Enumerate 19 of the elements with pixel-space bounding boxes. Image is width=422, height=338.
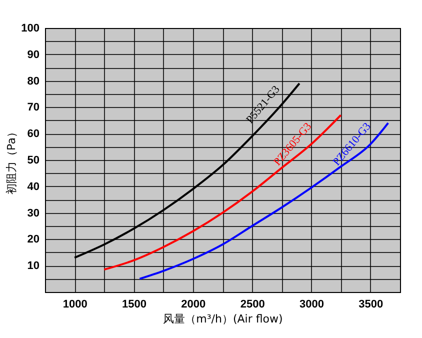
y-tick-label: 50: [27, 154, 40, 166]
x-tick-label: 1500: [122, 298, 146, 310]
y-tick-label: 30: [27, 207, 40, 220]
x-tick-label: 2500: [240, 298, 265, 310]
line-series: [138, 122, 390, 280]
y-tick-label: 80: [27, 75, 40, 88]
x-tick-label: 3500: [358, 298, 384, 310]
y-tick-label: 40: [27, 180, 40, 193]
x-axis-title: 风量（m³/h）(Air flow): [163, 312, 283, 326]
x-tick-label: 2000: [181, 298, 206, 310]
y-tick-label: 60: [27, 128, 40, 140]
y-tick-label: 90: [27, 48, 40, 61]
y-tick-label: 10: [27, 260, 40, 272]
x-tick-label: 3000: [300, 298, 324, 310]
x-tick-label: 1000: [62, 298, 88, 310]
y-tick-label: 100: [21, 22, 40, 34]
y-axis-title: 初阻力（Pa）: [5, 126, 18, 194]
y-tick-label: 70: [27, 102, 40, 114]
y-tick-label: 20: [27, 234, 40, 246]
